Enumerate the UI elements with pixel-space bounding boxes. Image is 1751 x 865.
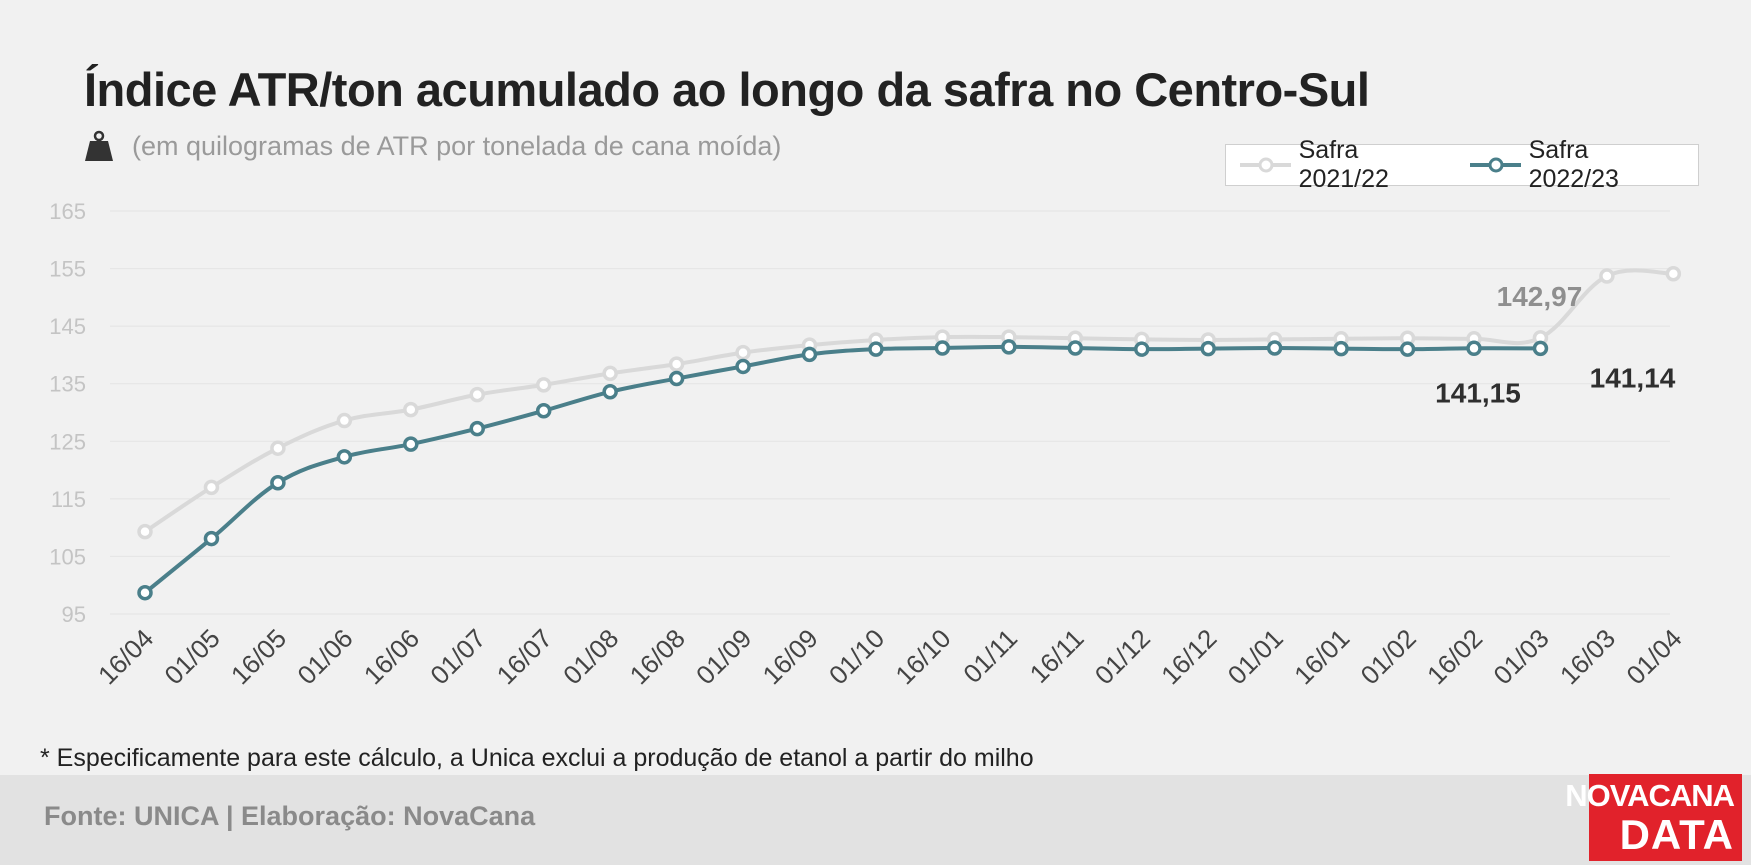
data-point[interactable] xyxy=(403,401,419,418)
legend-item-2021-22[interactable]: Safra 2021/22 xyxy=(1238,136,1446,194)
data-label: 141,15 xyxy=(1435,377,1521,408)
chart-legend: Safra 2021/22 Safra 2022/23 xyxy=(1225,136,1699,193)
y-tick-label: 105 xyxy=(49,544,86,569)
data-point[interactable] xyxy=(336,449,353,465)
data-point[interactable] xyxy=(1266,340,1283,356)
legend-label-2021-22: Safra 2021/22 xyxy=(1298,136,1389,193)
data-labels: 142,97 141,15 141,14 xyxy=(1435,281,1676,408)
data-point[interactable] xyxy=(1134,341,1150,357)
x-tick-label: 01/09 xyxy=(690,623,757,690)
data-point[interactable] xyxy=(602,384,618,400)
data-point[interactable] xyxy=(668,370,685,387)
x-tick-label: 01/11 xyxy=(957,623,1023,689)
x-tick-label: 01/12 xyxy=(1089,623,1156,690)
x-tick-label: 16/10 xyxy=(889,623,956,690)
x-tick-label: 01/04 xyxy=(1620,623,1687,690)
data-point[interactable] xyxy=(203,479,220,496)
series-line xyxy=(143,344,1541,595)
x-tick-label: 01/03 xyxy=(1487,623,1554,690)
x-tick-label: 16/08 xyxy=(624,623,691,690)
x-tick-label: 16/12 xyxy=(1155,623,1222,690)
x-tick-label: 16/04 xyxy=(92,623,159,690)
data-point[interactable] xyxy=(602,365,618,382)
gridlines xyxy=(110,210,1670,615)
data-point[interactable] xyxy=(137,584,153,601)
footnote: * Especificamente para este cálculo, a U… xyxy=(40,744,1034,772)
data-point[interactable] xyxy=(668,356,685,372)
chart-subtitle: (em quilogramas de ATR por tonelada de c… xyxy=(84,130,781,162)
data-point[interactable] xyxy=(1200,340,1216,357)
data-label: 142,97 xyxy=(1497,281,1583,312)
y-tick-label: 115 xyxy=(51,487,86,512)
data-point[interactable] xyxy=(336,412,353,429)
y-tick-label: 145 xyxy=(49,314,86,339)
x-tick-label: 01/01 xyxy=(1222,623,1289,690)
data-point[interactable] xyxy=(203,530,220,547)
data-point[interactable] xyxy=(934,340,951,356)
data-point[interactable] xyxy=(535,377,552,393)
x-tick-label: 16/05 xyxy=(225,623,292,690)
data-point[interactable] xyxy=(801,346,818,363)
x-tick-label: 16/07 xyxy=(491,623,558,690)
legend-item-2022-23[interactable]: Safra 2022/23 xyxy=(1468,136,1676,194)
chart-title: Índice ATR/ton acumulado ao longo da saf… xyxy=(84,63,1370,116)
data-point[interactable] xyxy=(868,341,884,357)
x-tick-label: 01/02 xyxy=(1355,623,1422,690)
x-tick-label: 01/06 xyxy=(291,623,358,690)
data-point[interactable] xyxy=(469,420,485,437)
x-tick-label: 16/02 xyxy=(1421,623,1488,690)
x-tick-label: 01/07 xyxy=(424,623,491,690)
x-tick-label: 16/11 xyxy=(1024,623,1090,689)
novacana-data-logo[interactable]: NOVACANA DATA xyxy=(1565,774,1742,861)
footer-bar: Fonte: UNICA | Elaboração: NovaCana xyxy=(0,775,1751,865)
x-tick-label: 01/10 xyxy=(823,623,890,690)
x-tick-label: 01/05 xyxy=(158,623,225,690)
data-point[interactable] xyxy=(1399,341,1416,357)
data-point[interactable] xyxy=(1599,268,1615,284)
weight-icon xyxy=(85,130,113,161)
legend-swatch-2021-22 xyxy=(1240,157,1291,173)
series-2022-23 xyxy=(137,339,1549,601)
data-point[interactable] xyxy=(535,403,552,419)
data-point[interactable] xyxy=(1067,340,1084,356)
data-point[interactable] xyxy=(1333,340,1349,357)
y-axis-ticks: 165 155 145 135 125 115 105 95 xyxy=(49,199,86,627)
data-point[interactable] xyxy=(137,523,153,540)
y-tick-label: 135 xyxy=(49,372,86,397)
source-credit: Fonte: UNICA | Elaboração: NovaCana xyxy=(44,801,536,831)
data-point[interactable] xyxy=(270,474,286,491)
data-point[interactable] xyxy=(403,436,419,452)
logo-text-bottom: DATA xyxy=(1619,810,1734,858)
legend-swatch-2022-23 xyxy=(1470,157,1521,173)
subtitle-text: (em quilogramas de ATR por tonelada de c… xyxy=(132,130,782,161)
data-point[interactable] xyxy=(1532,340,1549,357)
logo-text-top: NOVACANA xyxy=(1565,777,1735,813)
data-point[interactable] xyxy=(270,440,286,456)
y-tick-label: 95 xyxy=(62,602,86,627)
data-point[interactable] xyxy=(1466,340,1482,357)
y-tick-label: 125 xyxy=(49,429,86,454)
x-tick-label: 01/08 xyxy=(557,623,624,690)
series-lines xyxy=(137,266,1682,601)
data-point[interactable] xyxy=(1001,339,1017,355)
y-tick-label: 155 xyxy=(49,257,86,282)
data-label: 141,14 xyxy=(1590,362,1676,393)
data-point[interactable] xyxy=(735,344,751,361)
x-axis-ticks: 16/04 01/05 16/05 01/06 16/06 01/07 16/07 01/08… xyxy=(92,623,1688,690)
x-tick-label: 16/03 xyxy=(1554,623,1621,690)
x-tick-label: 16/09 xyxy=(757,623,824,690)
legend-label-2022-23: Safra 2022/23 xyxy=(1528,136,1619,193)
data-point[interactable] xyxy=(735,358,751,375)
x-tick-label: 16/06 xyxy=(358,623,425,690)
x-tick-label: 16/01 xyxy=(1288,623,1355,690)
y-tick-label: 165 xyxy=(49,199,86,224)
data-point[interactable] xyxy=(1665,266,1682,282)
data-point[interactable] xyxy=(469,386,485,403)
